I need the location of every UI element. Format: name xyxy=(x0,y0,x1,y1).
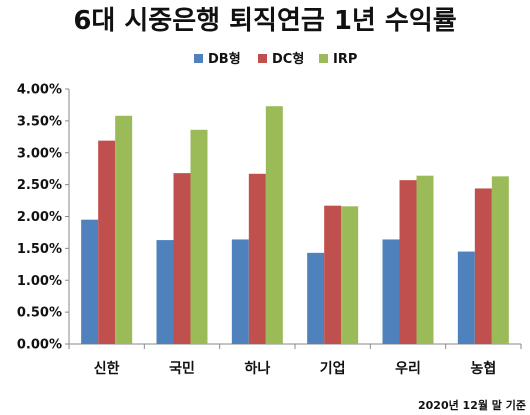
y-tick-label: 0.00% xyxy=(17,338,62,353)
bars xyxy=(81,106,509,345)
x-tick-label: 농협 xyxy=(470,361,496,377)
legend-swatch-2 xyxy=(319,54,328,63)
y-tick-label: 2.00% xyxy=(17,210,62,225)
legend-item-2: IRP xyxy=(319,52,357,67)
y-tick-label: 2.50% xyxy=(17,178,62,193)
legend-label-2: IRP xyxy=(333,52,357,67)
bar-DB형-신한 xyxy=(81,219,99,344)
bar-DB형-국민 xyxy=(156,240,174,344)
bar-DC형-우리 xyxy=(399,180,417,344)
y-tick-label: 1.50% xyxy=(17,242,62,257)
y-tick-label: 1.00% xyxy=(17,274,62,289)
x-tick-label: 기업 xyxy=(320,361,346,377)
bar-DC형-농협 xyxy=(474,188,492,344)
bar-DB형-기업 xyxy=(307,252,325,344)
x-tick-label: 하나 xyxy=(244,360,270,377)
bar-DB형-농협 xyxy=(457,251,475,344)
y-tick-label: 0.50% xyxy=(17,306,62,321)
chart-title: 6대 시중은행 퇴직연금 1년 수익률 xyxy=(73,6,456,36)
bar-DB형-우리 xyxy=(382,239,400,344)
legend-swatch-1 xyxy=(258,54,267,63)
axes: 0.00% 0.50% 1.00% 1.50% 2.00% 2.50% 3.00% 3.50%… xyxy=(17,83,522,377)
bar-DC형-기업 xyxy=(324,205,342,344)
legend-item-1: DC형 xyxy=(258,51,304,67)
y-tick-label: 3.00% xyxy=(17,146,62,161)
bar-DC형-국민 xyxy=(173,173,191,344)
y-tick-label: 3.50% xyxy=(17,114,62,129)
bar-IRP-하나 xyxy=(265,106,283,345)
y-tick-label: 4.00% xyxy=(17,83,62,98)
bar-IRP-기업 xyxy=(341,206,359,344)
bar-DC형-신한 xyxy=(98,140,116,344)
bar-DC형-하나 xyxy=(248,173,266,344)
x-tick-label: 국민 xyxy=(169,360,195,377)
bar-DB형-하나 xyxy=(231,239,249,344)
legend-label-1: DC형 xyxy=(272,51,304,67)
legend-swatch-0 xyxy=(194,54,203,63)
x-tick-label: 신한 xyxy=(94,361,120,377)
legend: DB형 DC형 IRP xyxy=(194,51,357,67)
bar-IRP-국민 xyxy=(190,129,208,344)
legend-item-0: DB형 xyxy=(194,51,241,67)
bar-IRP-농협 xyxy=(491,176,509,344)
bar-IRP-신한 xyxy=(115,115,133,345)
x-tick-label: 우리 xyxy=(395,361,421,377)
legend-label-0: DB형 xyxy=(208,51,241,67)
bar-IRP-우리 xyxy=(416,175,434,344)
chart-note: 2020년 12월 말 기준 xyxy=(418,398,526,412)
